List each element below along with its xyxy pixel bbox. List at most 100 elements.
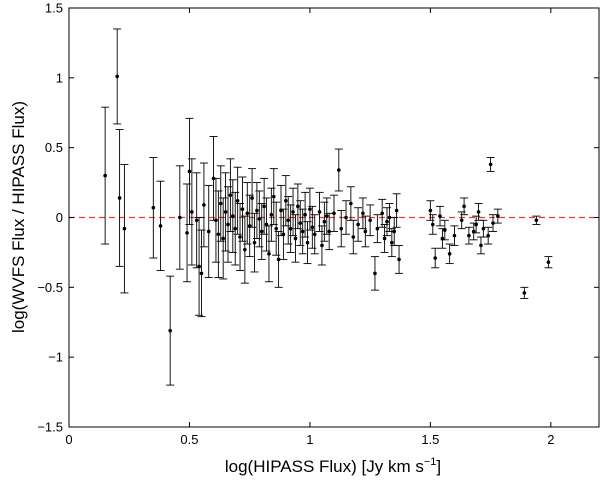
data-point xyxy=(375,226,380,231)
data-point xyxy=(300,229,305,234)
data-point xyxy=(351,235,356,239)
data-point xyxy=(274,226,278,231)
data-point xyxy=(486,233,490,238)
data-point xyxy=(158,224,163,228)
y-tick-label: 1.5 xyxy=(45,1,63,16)
data-point xyxy=(247,224,252,228)
data-point xyxy=(257,217,262,221)
data-point xyxy=(356,222,360,227)
data-point xyxy=(187,169,192,174)
data-point xyxy=(428,208,433,213)
data-point xyxy=(226,222,230,227)
data-point xyxy=(168,328,172,333)
data-point xyxy=(264,222,269,227)
data-point xyxy=(430,222,435,227)
data-point-group xyxy=(103,74,551,333)
x-axis-title-superscript: −1 xyxy=(424,456,437,468)
data-point xyxy=(447,252,452,256)
y-axis-ticks: −1.5 −1 −0.5 0 0.5 1 1.5 xyxy=(37,1,599,435)
data-point xyxy=(546,260,551,264)
data-point xyxy=(221,236,225,241)
x-axis-ticks: 0 0.5 1 1.5 2 xyxy=(65,8,554,447)
data-point xyxy=(322,219,327,224)
data-point xyxy=(197,264,201,269)
data-point xyxy=(279,208,283,213)
data-point xyxy=(397,257,401,262)
data-point xyxy=(185,231,189,235)
data-point xyxy=(243,247,247,252)
data-point xyxy=(194,218,199,223)
data-point xyxy=(305,240,310,245)
x-axis-title: log(HIPASS Flux) [Jy km s−1] xyxy=(225,456,441,476)
data-point xyxy=(235,198,240,203)
data-point xyxy=(476,210,481,214)
data-point xyxy=(392,229,397,234)
data-point xyxy=(286,218,291,223)
data-point xyxy=(271,194,276,199)
data-point xyxy=(394,208,399,213)
data-point xyxy=(303,212,307,217)
x-axis-title-main: log(HIPASS Flux) [Jy km s xyxy=(225,457,424,476)
data-point xyxy=(310,225,315,230)
data-point xyxy=(312,232,317,237)
data-point xyxy=(459,218,464,223)
x-tick-label: 0 xyxy=(65,432,72,447)
data-point xyxy=(240,207,245,211)
x-tick-label: 2 xyxy=(547,432,554,447)
data-point xyxy=(337,168,341,172)
data-point xyxy=(368,218,372,223)
data-point xyxy=(534,218,539,223)
data-point xyxy=(233,226,238,231)
x-tick-label: 0.5 xyxy=(180,432,198,447)
data-point xyxy=(291,210,295,214)
data-point xyxy=(214,218,218,223)
data-point xyxy=(231,214,235,218)
data-point xyxy=(211,176,216,181)
data-point xyxy=(474,222,478,227)
y-tick-label: −0.5 xyxy=(37,280,63,295)
data-point xyxy=(327,229,331,234)
data-point xyxy=(382,236,387,241)
data-point xyxy=(252,240,257,245)
data-point xyxy=(349,201,353,206)
data-point xyxy=(298,221,303,225)
data-point xyxy=(245,211,250,216)
data-point xyxy=(385,219,389,224)
data-point xyxy=(433,256,437,260)
data-point xyxy=(440,236,445,241)
data-point xyxy=(259,229,264,234)
data-point xyxy=(117,196,122,200)
data-point xyxy=(103,173,107,178)
data-point xyxy=(178,215,182,220)
data-point xyxy=(320,243,324,248)
data-point xyxy=(491,221,495,225)
x-tick-label: 1 xyxy=(306,432,313,447)
y-tick-label: −1.5 xyxy=(37,420,63,435)
data-point xyxy=(387,215,392,220)
y-tick-label: −1 xyxy=(48,350,63,365)
y-axis-title: log(WVFS Flux / HIPASS Flux) xyxy=(9,101,28,333)
data-point xyxy=(190,210,194,214)
data-point xyxy=(284,198,288,203)
data-point xyxy=(238,235,242,239)
data-point xyxy=(151,205,156,210)
data-point xyxy=(267,252,271,256)
data-point xyxy=(288,226,293,231)
data-point xyxy=(122,226,127,231)
data-point xyxy=(223,210,228,214)
data-point xyxy=(344,215,348,220)
data-point xyxy=(317,210,322,214)
data-point xyxy=(390,240,394,245)
data-point xyxy=(276,257,281,262)
data-point xyxy=(206,229,211,234)
data-point xyxy=(522,291,527,295)
data-point xyxy=(250,196,254,200)
data-point xyxy=(496,214,500,218)
data-point xyxy=(218,201,223,206)
data-point xyxy=(488,162,493,167)
data-point xyxy=(115,74,119,79)
data-point xyxy=(380,211,384,216)
y-tick-label: 1 xyxy=(56,70,63,85)
y-tick-label: 0 xyxy=(56,210,63,225)
